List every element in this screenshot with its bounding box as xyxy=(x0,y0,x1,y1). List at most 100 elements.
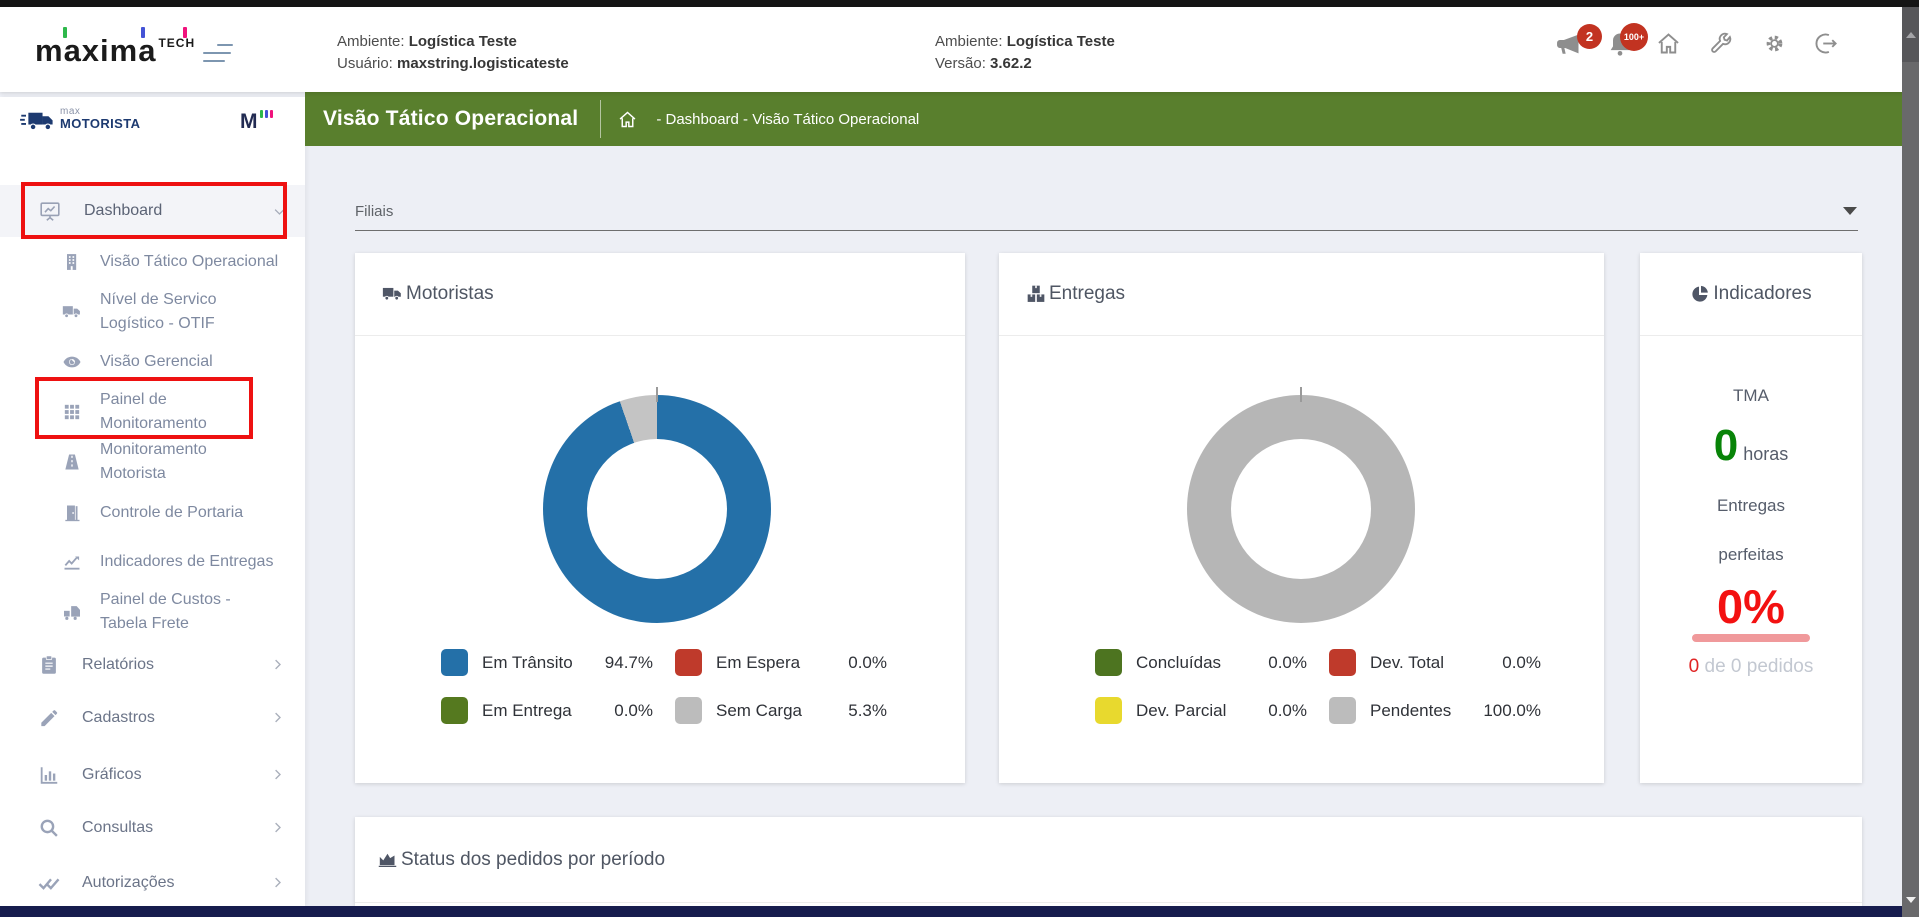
sidebar-item-visao-tatico-operacional[interactable]: Visão Tático Operacional xyxy=(62,250,278,274)
legend-item[interactable]: Em Espera 0.0% xyxy=(675,649,887,676)
card-title: Status dos pedidos por período xyxy=(401,848,666,870)
sidebar-item-label: Dashboard xyxy=(84,202,163,219)
sidebar-brand-row: max MOTORISTA M xyxy=(0,102,305,148)
door-icon xyxy=(62,503,84,523)
double-check-icon xyxy=(38,872,62,894)
max-motorista-wordmark: max MOTORISTA xyxy=(60,106,141,131)
announcements-icon[interactable] xyxy=(1554,30,1582,58)
home-icon[interactable] xyxy=(1655,30,1683,58)
legend-item[interactable]: Dev. Total 0.0% xyxy=(1329,649,1541,676)
motoristas-donut-chart[interactable] xyxy=(543,387,771,623)
sidebar-item-monitoramento-motorista[interactable]: Monitoramento Motorista xyxy=(62,438,240,486)
filiais-select-label[interactable]: Filiais xyxy=(355,203,394,220)
bar-chart-icon xyxy=(38,764,62,786)
breadcrumb: - Dashboard - Visão Tático Operacional xyxy=(656,110,920,128)
card-title: Entregas xyxy=(1049,283,1126,304)
entregas-card-header: Entregas xyxy=(999,253,1604,336)
legend-item[interactable]: Pendentes 100.0% xyxy=(1329,697,1541,724)
environment-version-info: Ambiente: Logística Teste Versão: 3.62.2 xyxy=(935,33,1115,72)
tma-value: 0 horas xyxy=(1713,421,1789,470)
sidebar-item-visao-gerencial[interactable]: Visão Gerencial xyxy=(62,350,213,374)
entregas-perfeitas-percent: 0% xyxy=(1717,580,1785,633)
logout-icon[interactable] xyxy=(1812,30,1840,58)
tools-wrench-icon[interactable] xyxy=(1708,30,1736,58)
sidebar-item-nivel-servico-otif[interactable]: Nível de Servico Logístico - OTIF xyxy=(62,288,240,336)
entregas-card: Entregas Concluídas 0.0% Dev. Total 0.0%… xyxy=(999,253,1604,783)
legend-swatch xyxy=(1095,697,1122,724)
donut-top-tick xyxy=(1300,387,1302,402)
eye-icon xyxy=(62,352,84,372)
logo-tech-suffix: TECH xyxy=(158,36,196,50)
card-title: Motoristas xyxy=(406,283,494,304)
clipboard-icon xyxy=(38,654,62,676)
maxima-tech-logo: maxima TECH xyxy=(35,27,225,73)
sidebar-item-indicadores-de-entregas[interactable]: Indicadores de Entregas xyxy=(62,550,273,574)
announcements-count-badge[interactable]: 2 xyxy=(1577,24,1602,49)
breadcrumb-home-icon[interactable] xyxy=(617,109,638,130)
entregas-legend: Concluídas 0.0% Dev. Total 0.0% Dev. Par… xyxy=(1095,649,1541,724)
legend-item[interactable]: Em Trânsito 94.7% xyxy=(441,649,653,676)
donut-top-tick xyxy=(656,387,658,402)
search-icon xyxy=(38,817,62,839)
legend-swatch xyxy=(675,697,702,724)
sidebar-item-cadastros[interactable]: Cadastros xyxy=(38,705,288,731)
vertical-scrollbar[interactable] xyxy=(1902,7,1919,917)
motoristas-card-header: Motoristas xyxy=(355,253,965,336)
scroll-down-button[interactable] xyxy=(1902,891,1919,909)
sidebar-item-consultas[interactable]: Consultas xyxy=(38,815,288,841)
legend-swatch xyxy=(441,649,468,676)
notifications-count-badge[interactable]: 100+ xyxy=(1620,23,1648,51)
area-chart-icon xyxy=(377,849,398,870)
settings-gear-icon[interactable] xyxy=(1761,30,1789,58)
top-edge-strip xyxy=(0,0,1919,7)
entregas-perfeitas-label-line2: perfeitas xyxy=(1718,545,1784,564)
legend-item[interactable]: Sem Carga 5.3% xyxy=(675,697,887,724)
sidebar-item-painel-de-monitoramento[interactable]: Painel de Monitoramento xyxy=(62,388,240,436)
dashboard-presentation-icon xyxy=(38,199,62,223)
legend-swatch xyxy=(1329,649,1356,676)
chevron-down-icon xyxy=(272,204,287,219)
sidebar-toggle-icon[interactable] xyxy=(203,43,233,65)
truck-icon xyxy=(62,302,84,322)
grid-icon xyxy=(62,402,84,422)
pedidos-count: 0 de 0 pedidos xyxy=(1688,656,1814,677)
pencil-icon xyxy=(38,707,62,729)
indicadores-card-header: Indicadores xyxy=(1640,253,1862,336)
status-card-header: Status dos pedidos por período xyxy=(355,817,1862,903)
chevron-right-icon xyxy=(270,767,285,782)
pie-chart-icon xyxy=(1690,284,1710,304)
chart-line-icon xyxy=(62,552,84,572)
scroll-up-button[interactable] xyxy=(1902,7,1919,62)
sidebar-item-controle-de-portaria[interactable]: Controle de Portaria xyxy=(62,501,243,525)
sidebar-item-dashboard[interactable]: Dashboard xyxy=(0,185,305,237)
chevron-right-icon xyxy=(270,820,285,835)
app-header: maxima TECH Ambiente: Logística Teste Usu… xyxy=(0,7,1919,92)
sidebar-item-relatorios[interactable]: Relatórios xyxy=(38,652,288,678)
chevron-right-icon xyxy=(270,657,285,672)
bottom-edge-strip xyxy=(0,906,1902,917)
legend-swatch xyxy=(1329,697,1356,724)
truck-loading-icon xyxy=(62,602,84,622)
legend-item[interactable]: Concluídas 0.0% xyxy=(1095,649,1307,676)
sidebar-item-painel-de-custos[interactable]: Painel de Custos - Tabela Frete xyxy=(62,588,240,636)
legend-item[interactable]: Dev. Parcial 0.0% xyxy=(1095,697,1307,724)
truck-icon xyxy=(382,284,403,305)
road-icon xyxy=(62,452,84,472)
legend-swatch xyxy=(1095,649,1122,676)
filiais-select-underline[interactable] xyxy=(355,230,1858,231)
mini-m-logo: M xyxy=(240,110,273,134)
status-pedidos-card: Status dos pedidos por período xyxy=(355,817,1862,906)
legend-swatch xyxy=(675,649,702,676)
max-motorista-truck-icon xyxy=(20,108,58,134)
building-icon xyxy=(62,252,84,272)
filiais-caret-down-icon[interactable] xyxy=(1843,207,1857,215)
logo-tick-pink xyxy=(183,27,187,38)
entregas-donut-chart[interactable] xyxy=(1187,387,1415,623)
card-title: Indicadores xyxy=(1713,283,1812,304)
boxes-icon xyxy=(1026,284,1046,304)
legend-item[interactable]: Em Entrega 0.0% xyxy=(441,697,653,724)
sidebar-item-autorizacoes[interactable]: Autorizações xyxy=(38,870,288,896)
sidebar-item-graficos[interactable]: Gráficos xyxy=(38,762,288,788)
motoristas-legend: Em Trânsito 94.7% Em Espera 0.0% Em Entr… xyxy=(441,649,887,724)
